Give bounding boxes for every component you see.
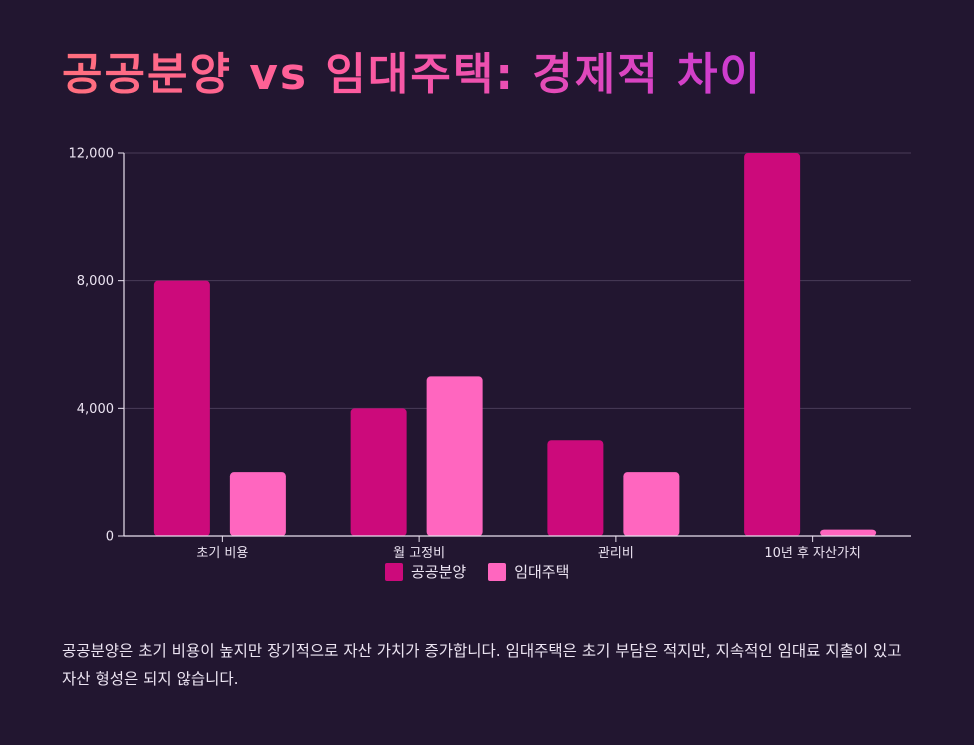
- y-tick-label: 8,000: [77, 274, 114, 289]
- legend: 공공분양 임대주택: [385, 561, 569, 582]
- x-axis: 초기 비용 월 고정비 관리비 10년 후 자산가치: [124, 535, 911, 561]
- y-tick-label: 4,000: [77, 402, 114, 417]
- legend-swatch: [385, 562, 403, 581]
- bar: [744, 153, 801, 536]
- chart-title: 공공분양 vs 임대주택: 경제적 차이: [62, 44, 762, 106]
- bar: [623, 472, 680, 536]
- bar: [547, 440, 604, 536]
- bars: [153, 153, 877, 536]
- description-text: 공공분양은 초기 비용이 높지만 장기적으로 자산 가치가 증가합니다. 임대주…: [62, 642, 902, 688]
- x-tick-label: 관리비: [598, 546, 634, 561]
- bar: [820, 529, 877, 536]
- bar: [426, 376, 483, 536]
- x-tick-label: 초기 비용: [196, 546, 248, 561]
- legend-label: 임대주택: [514, 563, 570, 581]
- legend-swatch: [488, 562, 507, 581]
- bar: [350, 408, 407, 536]
- bar: [153, 280, 210, 536]
- x-tick-label: 10년 후 자산가치: [764, 546, 861, 561]
- y-axis: 0 4,000 8,000 12,000: [69, 147, 125, 545]
- y-tick-label: 0: [106, 530, 114, 545]
- bar-chart: 0 4,000 8,000 12,000 초기 비용 월 고정비 관리비 10년 후 자산가…: [69, 147, 911, 561]
- x-tick-label: 월 고정비: [393, 546, 445, 561]
- legend-item-series-2[interactable]: 임대주택: [488, 561, 569, 582]
- legend-label: 공공분양: [411, 563, 467, 581]
- legend-item-series-1[interactable]: 공공분양: [385, 561, 466, 582]
- y-tick-label: 12,000: [69, 147, 115, 162]
- bar: [229, 472, 286, 536]
